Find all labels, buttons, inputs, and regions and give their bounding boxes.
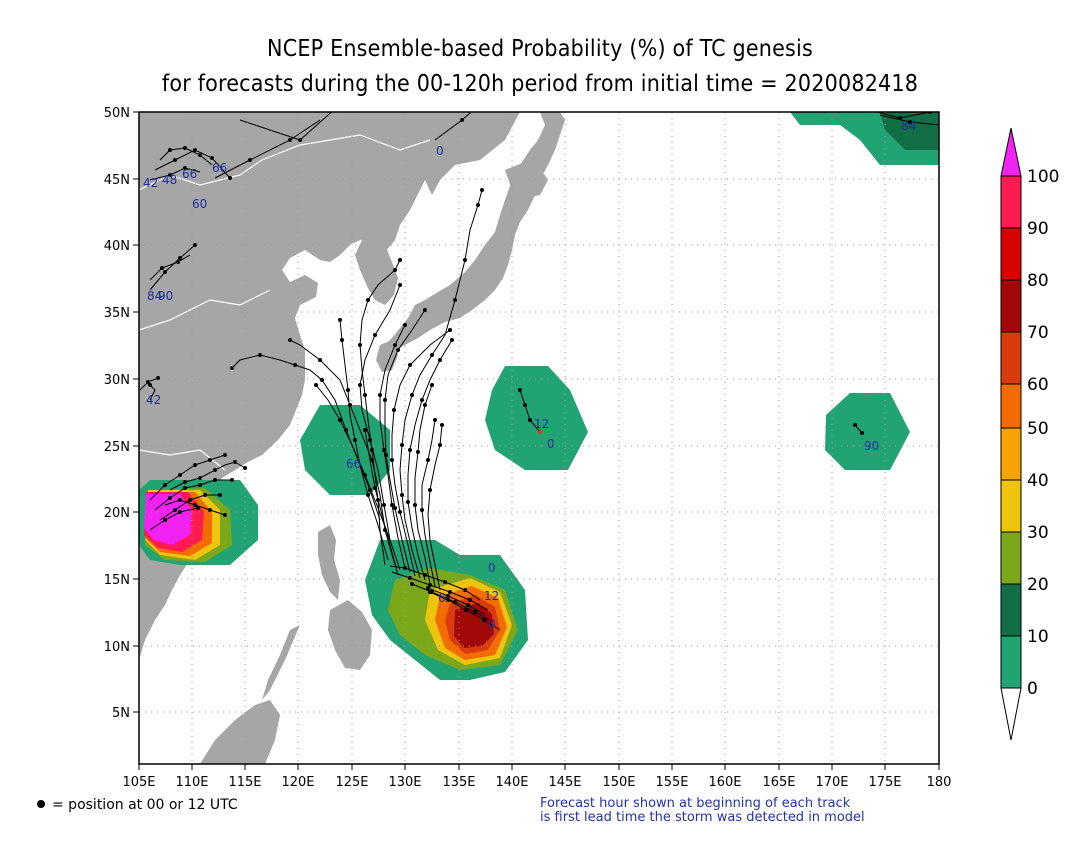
- colorbar-label: 50: [1027, 419, 1049, 439]
- prob-patch-140e: [485, 366, 588, 470]
- plot-frame: [138, 111, 940, 765]
- track-points: [146, 112, 939, 622]
- fh-label: 0: [488, 561, 496, 575]
- footer-forecast-line-2: is first lead time the storm was detecte…: [540, 810, 865, 825]
- lon-tick-label: 130E: [388, 775, 421, 790]
- fh-label: 0: [436, 144, 444, 158]
- colorbar-swatch: [1001, 480, 1021, 532]
- colorbar-swatch: [1001, 384, 1021, 428]
- lon-tick-label: 160E: [708, 775, 741, 790]
- fh-label: 60: [192, 197, 207, 211]
- lon-tick-label: 170E: [815, 775, 848, 790]
- gridlines: [139, 112, 939, 764]
- fh-label: 66: [182, 167, 197, 181]
- lat-tick-label: 25N: [104, 440, 130, 455]
- title-line-2: for forecasts during the 00-120h period …: [161, 71, 919, 97]
- philippines-south: [328, 600, 372, 670]
- lon-tick-label: 145E: [548, 775, 581, 790]
- asia-mainland: [139, 112, 520, 660]
- lon-labels: 105E 110E 115E 120E 125E 130E 135E 140E …: [122, 775, 951, 790]
- lon-tick-label: 180: [927, 775, 952, 790]
- colorbar-swatch: [1001, 280, 1021, 332]
- lon-tick-label: 115E: [228, 775, 261, 790]
- colorbar-swatch: [1001, 532, 1021, 584]
- lon-tick-label: 105E: [122, 775, 155, 790]
- colorbar-label: 90: [1027, 219, 1049, 239]
- colorbar-swatch: [1001, 584, 1021, 636]
- fh-label: 90: [864, 439, 879, 453]
- colorbar-label: 70: [1027, 323, 1049, 343]
- colorbar-label: 80: [1027, 271, 1049, 291]
- fh-label: 12: [534, 417, 549, 431]
- lat-tick-label: 10N: [104, 640, 130, 655]
- lon-tick-label: 165E: [762, 775, 795, 790]
- japan-hokkaido: [505, 162, 548, 198]
- fh-label: 12: [484, 589, 499, 603]
- lat-tick-label: 35N: [104, 306, 130, 321]
- korea: [355, 232, 398, 305]
- colorbar-frame: [1000, 175, 1022, 689]
- colorbar-swatch: [1001, 636, 1021, 688]
- lat-labels: 5N 10N 15N 20N 25N 30N 35N 40N 45N 50N: [104, 106, 130, 721]
- lat-tick-label: 45N: [104, 173, 130, 188]
- probability-fields: [139, 112, 939, 680]
- lat-tick-label: 5N: [112, 706, 130, 721]
- colorbar-low-arrow: [1000, 687, 1022, 741]
- colorbar-swatch: [1001, 332, 1021, 384]
- lon-tick-label: 155E: [655, 775, 688, 790]
- fh-label: 42: [146, 393, 161, 407]
- colorbar-label: 20: [1027, 575, 1049, 595]
- fh-label: 42: [143, 176, 158, 190]
- lon-tick-label: 150E: [602, 775, 635, 790]
- footer-position-note: = position at 00 or 12 UTC: [52, 797, 238, 813]
- colorbar-label: 40: [1027, 471, 1049, 491]
- prob-patch-taiwan: [300, 405, 390, 495]
- fh-label: 84: [901, 119, 916, 133]
- borneo: [200, 700, 280, 764]
- lat-tick-label: 50N: [104, 106, 130, 121]
- lat-tick-label: 20N: [104, 506, 130, 521]
- fh-label: 48: [162, 173, 177, 187]
- colorbar-swatch: [1001, 428, 1021, 480]
- colorbar-label: 100: [1027, 167, 1059, 187]
- lon-tick-label: 135E: [442, 775, 475, 790]
- lon-tick-label: 140E: [495, 775, 528, 790]
- colorbar-high-arrow: [1000, 127, 1022, 177]
- forecast-hour-labels: 0 12 0 90 0 12 6 0 84 66 60 42 48 66 84 …: [143, 119, 916, 631]
- colorbar: 0 10 20 30 40 50 60 70 80 90 100: [1000, 127, 1059, 741]
- genesis-point: [538, 430, 542, 434]
- fh-label: 90: [158, 289, 173, 303]
- footer-forecast-line-1: Forecast hour shown at beginning of each…: [540, 796, 851, 811]
- prob-patch-172e: [825, 393, 910, 470]
- philippines-luzon: [318, 525, 340, 600]
- fh-label: 66: [346, 457, 361, 471]
- lat-tick-label: 40N: [104, 239, 130, 254]
- colorbar-label: 30: [1027, 523, 1049, 543]
- lon-tick-label: 110E: [175, 775, 208, 790]
- philippines-palawan: [262, 625, 300, 700]
- fh-label: 0: [488, 617, 496, 631]
- fh-label: 66: [212, 161, 227, 175]
- lon-tick-label: 125E: [335, 775, 368, 790]
- prob-patch-ne-inner: [880, 112, 939, 150]
- fh-label: 84: [147, 289, 162, 303]
- colorbar-label: 10: [1027, 627, 1049, 647]
- lat-tick-label: 15N: [104, 573, 130, 588]
- storm-tracks: [139, 112, 939, 631]
- colorbar-swatch: [1001, 176, 1021, 228]
- fh-label: 6: [438, 591, 446, 605]
- lat-tick-label: 30N: [104, 373, 130, 388]
- lon-tick-label: 120E: [281, 775, 314, 790]
- position-dot-icon: [37, 800, 45, 808]
- lon-tick-label: 175E: [868, 775, 901, 790]
- footer-forecast-note: Forecast hour shown at beginning of each…: [540, 797, 865, 825]
- title-line-1: NCEP Ensemble-based Probability (%) of T…: [267, 36, 813, 62]
- tick-marks: [133, 111, 940, 770]
- fh-label: 0: [547, 437, 555, 451]
- colorbar-label: 0: [1027, 679, 1038, 699]
- colorbar-swatch: [1001, 228, 1021, 280]
- colorbar-label: 60: [1027, 375, 1049, 395]
- map-plot-area: [139, 112, 939, 764]
